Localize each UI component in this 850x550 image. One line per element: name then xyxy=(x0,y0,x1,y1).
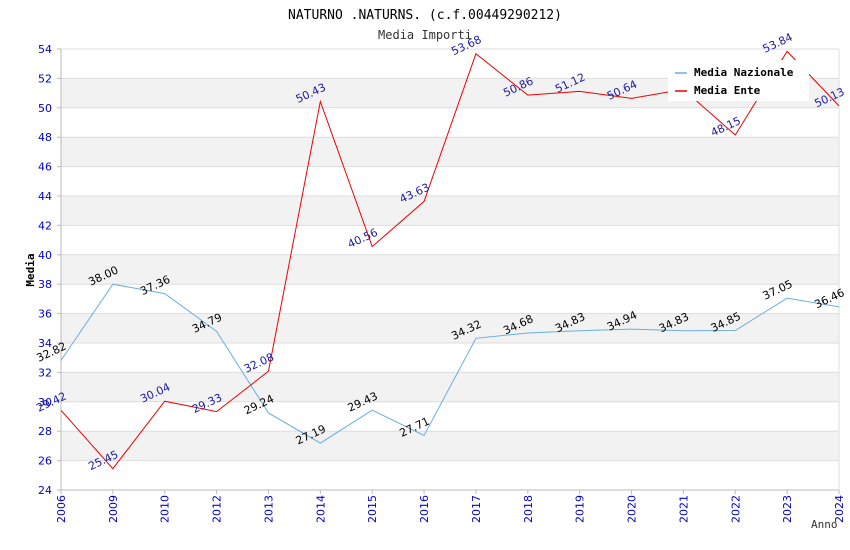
axes xyxy=(60,49,840,491)
y-tick-label: 26 xyxy=(38,455,52,468)
x-tick-label: 2017 xyxy=(470,495,483,523)
grid-bands xyxy=(61,78,839,461)
y-tick-label: 54 xyxy=(38,43,52,56)
y-tick-label: 50 xyxy=(38,102,52,115)
y-tick-label: 48 xyxy=(38,131,52,144)
y-tick-labels: 24 26 28 30 32 34 36 38 40 42 44 46 48 50 52 54 xyxy=(38,43,52,497)
y-tick-label: 44 xyxy=(38,190,52,203)
legend: Media Nazionale Media Ente xyxy=(668,60,809,101)
y-tick-label: 42 xyxy=(38,219,52,232)
x-tick-label: 2009 xyxy=(107,495,120,523)
x-tick-label: 2020 xyxy=(626,495,639,523)
series-lines xyxy=(60,50,840,470)
x-tick-label: 2012 xyxy=(211,495,224,523)
x-tick-label: 2024 xyxy=(833,495,846,523)
x-tick-label: 2018 xyxy=(522,495,535,523)
x-tick-labels: 2006 2009 2010 2012 2013 2014 2015 2016 2017 2018… xyxy=(55,490,846,523)
x-tick-label: 2010 xyxy=(159,495,172,523)
x-tick-label: 2022 xyxy=(729,495,742,523)
x-tick-label: 2015 xyxy=(366,495,379,523)
y-tick-label: 34 xyxy=(38,337,52,350)
chart-subtitle: Media Importi xyxy=(378,28,472,42)
x-tick-label: 2013 xyxy=(262,495,275,523)
x-tick-label: 2014 xyxy=(314,495,327,523)
x-tick-label: 2016 xyxy=(418,495,431,523)
grid-band xyxy=(61,313,839,343)
x-tick-label: 2019 xyxy=(574,495,587,523)
y-tick-label: 36 xyxy=(38,308,52,321)
y-tick-label: 40 xyxy=(38,249,52,262)
grid-band xyxy=(61,431,839,461)
grid-band xyxy=(61,196,839,226)
x-tick-label: 2006 xyxy=(55,495,68,523)
y-tick-label: 30 xyxy=(38,396,52,409)
chart-title: NATURNO .NATURNS. (c.f.00449290212) xyxy=(288,8,562,23)
y-tick-label: 52 xyxy=(38,72,52,85)
grid-band xyxy=(61,137,839,167)
x-tick-label: 2021 xyxy=(677,495,690,523)
grid-band xyxy=(61,254,839,285)
x-axis-label: Anno xyxy=(811,518,838,531)
y-tick-label: 32 xyxy=(38,366,52,379)
y-tick-label: 28 xyxy=(38,425,52,438)
y-tick-label: 38 xyxy=(38,278,52,291)
y-tick-label: 24 xyxy=(38,484,52,497)
legend-label-nazionale: Media Nazionale xyxy=(694,66,794,79)
y-tick-label: 46 xyxy=(38,161,52,174)
y-axis-label: Media xyxy=(24,253,37,286)
series-line-media-nazionale xyxy=(60,283,840,444)
series-line-media-ente xyxy=(60,50,840,470)
x-tick-label: 2023 xyxy=(781,495,794,523)
legend-box xyxy=(668,60,809,101)
legend-label-ente: Media Ente xyxy=(694,84,761,97)
